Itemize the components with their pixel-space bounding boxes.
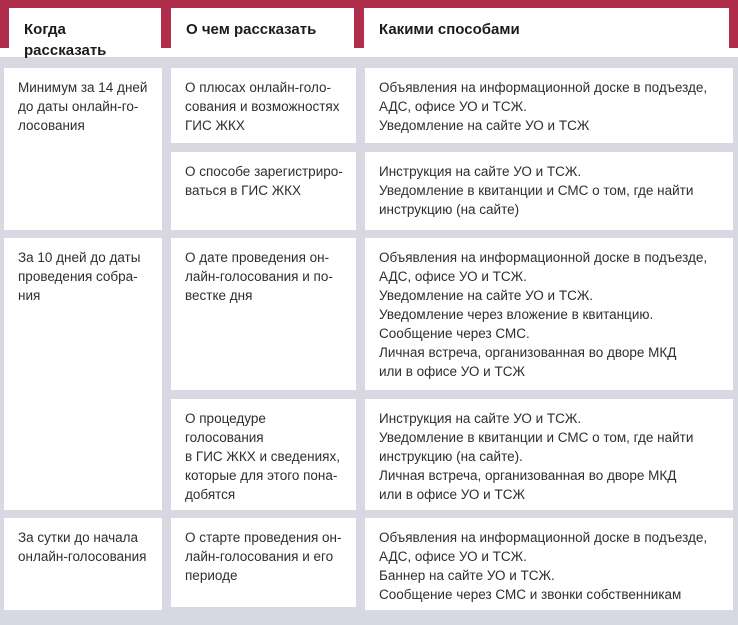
- what-cell: О процедуре голосования в ГИС ЖКХ и свед…: [171, 399, 356, 510]
- how-column: Объявления на информационной доске в под…: [365, 238, 733, 510]
- header-what: О чем рассказать: [186, 21, 317, 38]
- what-column: О плюсах онлайн-голо- сования и возможно…: [171, 68, 356, 230]
- how-column: Объявления на информационной доске в под…: [365, 518, 733, 610]
- how-cell: Объявления на информационной доске в под…: [365, 68, 733, 143]
- when-column: За 10 дней до даты проведения собра- ния: [4, 238, 162, 510]
- header-top-band: [0, 0, 738, 8]
- header-cells: Когда рассказать О чем рассказать Какими…: [9, 8, 729, 59]
- table-row-group-3: За сутки до начала онлайн-голосования О …: [4, 518, 733, 610]
- what-cell: О дате проведения он- лайн-голосования и…: [171, 238, 356, 390]
- when-cell: Минимум за 14 дней до даты онлайн-го- ло…: [4, 68, 162, 230]
- how-cell: Инструкция на сайте УО и ТСЖ. Уведомлени…: [365, 152, 733, 230]
- table-body: Минимум за 14 дней до даты онлайн-го- ло…: [0, 57, 738, 625]
- what-column: О дате проведения он- лайн-голосования и…: [171, 238, 356, 510]
- how-cell: Объявления на информационной доске в под…: [365, 238, 733, 390]
- how-cell: Объявления на информационной доске в под…: [365, 518, 733, 610]
- how-column: Объявления на информационной доске в под…: [365, 68, 733, 230]
- when-cell: За сутки до начала онлайн-голосования: [4, 518, 162, 610]
- when-column: Минимум за 14 дней до даты онлайн-го- ло…: [4, 68, 162, 230]
- header-when: Когда рассказать: [24, 21, 107, 59]
- what-cell: О способе зарегистриро- ваться в ГИС ЖКХ: [171, 152, 356, 230]
- how-cell: Инструкция на сайте УО и ТСЖ. Уведомлени…: [365, 399, 733, 510]
- what-cell: О плюсах онлайн-голо- сования и возможно…: [171, 68, 356, 143]
- header-how: Какими способами: [379, 21, 520, 38]
- what-column: О старте проведения он- лайн-голосования…: [171, 518, 356, 610]
- table-row-group-1: Минимум за 14 дней до даты онлайн-го- ло…: [4, 68, 733, 230]
- what-cell: О старте проведения он- лайн-голосования…: [171, 518, 356, 607]
- table-header-row: Когда рассказать О чем рассказать Какими…: [0, 0, 738, 59]
- when-cell: За 10 дней до даты проведения собра- ния: [4, 238, 162, 510]
- header-separator-1: [161, 0, 171, 48]
- header-right-bar: [729, 0, 738, 48]
- table-row-group-2: За 10 дней до даты проведения собра- ния…: [4, 238, 733, 510]
- when-column: За сутки до начала онлайн-голосования: [4, 518, 162, 610]
- header-separator-2: [354, 0, 364, 48]
- header-left-bar: [0, 0, 9, 48]
